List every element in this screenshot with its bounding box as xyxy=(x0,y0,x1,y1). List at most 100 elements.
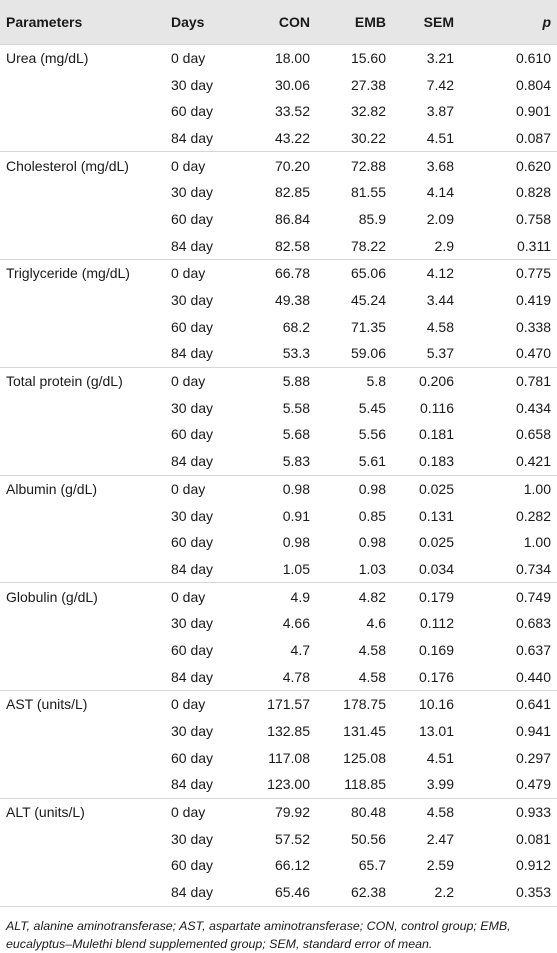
parameter-cell xyxy=(0,179,171,206)
emb-cell: 65.7 xyxy=(358,857,386,874)
sem-cell: 4.51 xyxy=(426,749,454,766)
days-cell: 0 day xyxy=(171,151,242,179)
p-value-cell: 0.353 xyxy=(454,878,557,907)
table-row: 30 day 0.91 0.85 0.131 0.282 xyxy=(0,502,557,529)
p-value-cell: 0.933 xyxy=(454,797,557,826)
data-table: Parameters Days CON EMB SEM p Urea (mg/d… xyxy=(0,0,557,907)
parameter-cell xyxy=(0,610,171,637)
sem-cell: 4.14 xyxy=(426,184,454,201)
days-cell: 0 day xyxy=(171,474,242,503)
days-cell: 60 day xyxy=(171,641,214,658)
table-row: 84 day 43.22 30.22 4.51 0.087 xyxy=(0,125,557,152)
p-value-cell: 0.421 xyxy=(515,453,551,470)
emb-cell: 125.08 xyxy=(343,749,386,766)
con-cell: 0.98 xyxy=(242,474,310,503)
emb-cell: 0.98 xyxy=(310,474,386,503)
table-row: 30 day 132.85 131.45 13.01 0.941 xyxy=(0,718,557,745)
emb-cell: 72.88 xyxy=(310,151,386,179)
sem-cell: 0.112 xyxy=(420,615,454,632)
con-cell: 132.85 xyxy=(267,723,310,740)
header-parameters: Parameters xyxy=(6,13,83,30)
p-value-cell: 0.912 xyxy=(515,857,551,874)
table-row: Triglyceride (mg/dL) 0 day 66.78 65.06 4.12 0… xyxy=(0,258,557,287)
sem-cell: 4.51 xyxy=(426,129,454,146)
parameter-cell xyxy=(0,125,171,152)
days-cell: 0 day xyxy=(171,689,242,718)
emb-cell: 0.98 xyxy=(358,534,386,551)
days-cell: 60 day xyxy=(171,103,214,120)
con-cell: 30.06 xyxy=(274,76,310,93)
sem-cell: 2.47 xyxy=(426,830,454,847)
days-cell: 60 day xyxy=(171,210,214,227)
p-value-cell: 0.804 xyxy=(515,76,551,93)
parameter-cell xyxy=(0,529,171,556)
parameter-cell: Albumin (g/dL) xyxy=(0,474,171,503)
p-value-cell: 0.734 xyxy=(515,560,551,577)
days-cell: 84 day xyxy=(171,345,214,362)
p-value-cell: 0.637 xyxy=(515,641,551,658)
parameter-cell xyxy=(0,878,171,907)
emb-cell: 32.82 xyxy=(350,103,386,120)
sem-cell: 0.206 xyxy=(386,366,454,395)
con-cell: 1.05 xyxy=(282,560,310,577)
sem-cell: 2.2 xyxy=(386,878,454,907)
parameter-cell xyxy=(0,448,171,475)
emb-cell: 1.03 xyxy=(358,560,386,577)
emb-cell: 45.24 xyxy=(350,292,386,309)
sem-cell: 3.87 xyxy=(426,103,454,120)
con-cell: 66.78 xyxy=(242,258,310,287)
sem-cell: 0.025 xyxy=(386,474,454,503)
header-days: Days xyxy=(171,13,205,30)
p-value-cell: 0.828 xyxy=(515,184,551,201)
con-cell: 4.9 xyxy=(242,582,310,610)
days-cell: 30 day xyxy=(171,292,214,309)
sem-cell: 0.183 xyxy=(418,453,454,470)
emb-cell: 4.58 xyxy=(358,668,386,685)
table-header: Parameters Days CON EMB SEM p xyxy=(0,0,557,44)
emb-cell: 5.45 xyxy=(358,399,386,416)
parameter-cell xyxy=(0,313,171,340)
p-value-cell: 0.758 xyxy=(515,210,551,227)
con-cell: 5.88 xyxy=(242,366,310,395)
sem-cell: 13.01 xyxy=(418,723,454,740)
emb-cell: 4.6 xyxy=(366,615,386,632)
con-cell: 79.92 xyxy=(242,797,310,826)
days-cell: 60 day xyxy=(171,318,214,335)
p-value-cell: 0.901 xyxy=(515,103,551,120)
table-row: Globulin (g/dL) 0 day 4.9 4.82 0.179 0.749 xyxy=(0,582,557,610)
con-cell: 43.22 xyxy=(274,129,310,146)
emb-cell: 178.75 xyxy=(310,689,386,718)
header-con: CON xyxy=(278,13,310,30)
sem-cell: 0.034 xyxy=(418,560,454,577)
sem-cell: 0.169 xyxy=(418,641,454,658)
parameter-cell xyxy=(0,718,171,745)
p-value-cell: 1.00 xyxy=(523,534,551,551)
con-cell: 4.7 xyxy=(290,641,310,658)
con-cell: 33.52 xyxy=(274,103,310,120)
p-value-cell: 0.781 xyxy=(454,366,557,395)
emb-cell: 80.48 xyxy=(310,797,386,826)
table-body: Urea (mg/dL) 0 day 18.00 15.60 3.21 0.610 30 d… xyxy=(0,43,557,907)
sem-cell: 2.9 xyxy=(434,237,454,254)
table-row: 60 day 33.52 32.82 3.87 0.901 xyxy=(0,98,557,125)
days-cell: 84 day xyxy=(171,237,214,254)
sem-cell: 10.16 xyxy=(386,689,454,718)
parameter-cell xyxy=(0,502,171,529)
con-cell: 49.38 xyxy=(274,292,310,309)
p-value-cell: 0.282 xyxy=(515,507,551,524)
table-row: 60 day 0.98 0.98 0.025 1.00 xyxy=(0,529,557,556)
table-row: Total protein (g/dL) 0 day 5.88 5.8 0.206 0.7… xyxy=(0,366,557,395)
p-value-cell: 0.683 xyxy=(515,615,551,632)
sem-cell: 4.12 xyxy=(386,258,454,287)
table-row: 84 day 4.78 4.58 0.176 0.440 xyxy=(0,663,557,690)
parameter-cell xyxy=(0,663,171,690)
parameter-cell xyxy=(0,637,171,664)
table-row: 84 day 5.83 5.61 0.183 0.421 xyxy=(0,448,557,475)
days-cell: 60 day xyxy=(171,749,214,766)
parameter-cell: AST (units/L) xyxy=(0,689,171,718)
parameter-cell xyxy=(0,206,171,233)
emb-cell: 5.56 xyxy=(358,426,386,443)
con-cell: 82.85 xyxy=(274,184,310,201)
con-cell: 82.58 xyxy=(274,237,310,254)
